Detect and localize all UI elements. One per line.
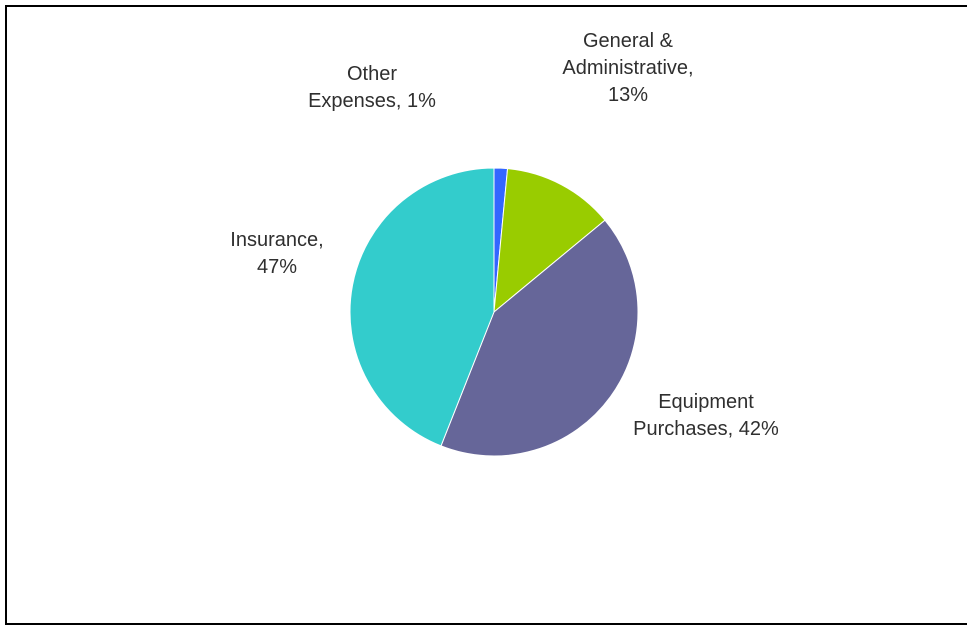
pie-slice-equipment-purchases (440, 219, 639, 457)
data-label-line: 13% (608, 84, 648, 106)
pie-slice-insurance (349, 167, 495, 447)
pie-data-labels: Other Expenses, 1% General & Administrative… (230, 30, 779, 440)
data-label-general-administrative: General & Administrative, 13% (562, 30, 693, 106)
data-label-line: Insurance, (230, 229, 323, 251)
data-label-line: Administrative, (562, 57, 693, 79)
data-label-line: Purchases, 42% (633, 418, 779, 440)
data-label-line: General & (583, 30, 674, 52)
data-label-line: Equipment (658, 391, 754, 413)
pie-slice-general-administrative (493, 168, 606, 314)
data-label-insurance: Insurance, 47% (230, 229, 323, 278)
data-label-other-expenses: Other Expenses, 1% (308, 63, 436, 112)
data-label-line: Other (347, 63, 397, 85)
data-label-equipment-purchases: Equipment Purchases, 42% (633, 391, 779, 440)
data-label-line: Expenses, 1% (308, 90, 436, 112)
pie-slices (349, 167, 639, 457)
data-label-line: 47% (257, 256, 297, 278)
